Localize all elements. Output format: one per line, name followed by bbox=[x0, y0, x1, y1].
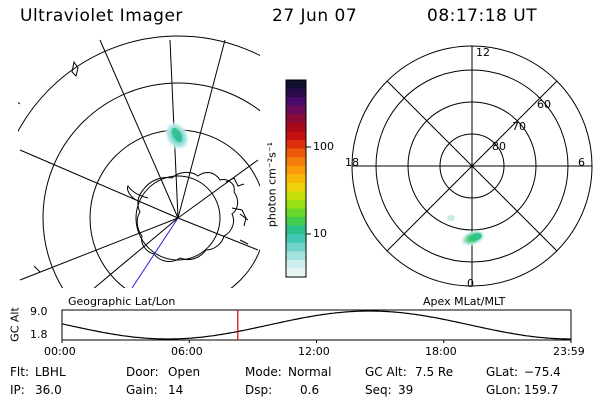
geo-meridian bbox=[19, 149, 179, 219]
apex-aurora-speck bbox=[447, 215, 455, 221]
geo-aurora-blob-core bbox=[171, 127, 183, 143]
colorbar-swatch bbox=[286, 122, 306, 132]
coast-fragment bbox=[239, 213, 249, 221]
colorbar-swatch bbox=[286, 131, 306, 141]
footprint-track bbox=[131, 217, 179, 289]
mlt-label-6: 6 bbox=[578, 156, 585, 169]
strip-xtick-label: 18:00 bbox=[425, 345, 457, 358]
strip-xticks bbox=[61, 340, 572, 343]
colorbar bbox=[286, 80, 306, 278]
colorbar-tick-label-100: 100 bbox=[313, 140, 334, 153]
strip-xtick-label: 23:59 bbox=[553, 345, 585, 358]
coast-fragment bbox=[231, 207, 247, 227]
colorbar-swatch bbox=[286, 174, 306, 184]
filter-value: LBHL bbox=[35, 365, 66, 379]
altitude-curve bbox=[61, 310, 571, 340]
dsp-label: Dsp: bbox=[245, 383, 273, 397]
colorbar-frame bbox=[285, 79, 307, 278]
ip-value: 36.0 bbox=[35, 383, 62, 397]
altitude-strip-frame bbox=[61, 309, 572, 341]
coast-fragment bbox=[71, 60, 79, 77]
door-label: Door: bbox=[126, 365, 159, 379]
colorbar-swatch bbox=[286, 225, 306, 235]
apex-panel-caption: Apex MLat/MLT bbox=[423, 295, 506, 308]
apex-polar-plot bbox=[351, 45, 593, 287]
date-label: 27 Jun 07 bbox=[272, 6, 358, 26]
strip-xtick-label: 00:00 bbox=[44, 345, 76, 358]
colorbar-swatch bbox=[286, 139, 306, 150]
colorbar-unit-label: photon cm⁻²s⁻¹ bbox=[265, 141, 279, 228]
mlt-label-18: 18 bbox=[345, 156, 359, 169]
colorbar-swatch bbox=[286, 234, 306, 244]
mode-value: Normal bbox=[288, 365, 332, 379]
colorbar-swatch bbox=[286, 251, 306, 261]
filter-label: Flt: bbox=[10, 365, 29, 379]
apex-mlt-line bbox=[386, 80, 558, 252]
colorbar-swatch bbox=[286, 259, 306, 270]
instrument-title: Ultraviolet Imager bbox=[20, 6, 183, 26]
gcalt-value: 7.5 Re bbox=[415, 365, 454, 379]
coast-fragment bbox=[239, 239, 249, 245]
geo-lat-circle bbox=[135, 175, 221, 261]
strip-xtick-label: 12:00 bbox=[298, 345, 330, 358]
antarctica-coastline bbox=[136, 171, 239, 262]
mlt-label-12: 12 bbox=[476, 46, 490, 59]
ip-label: IP: bbox=[10, 383, 25, 397]
coast-fragment bbox=[225, 177, 245, 187]
colorbar-swatch bbox=[286, 88, 306, 98]
colorbar-swatch bbox=[286, 242, 306, 252]
seq-value: 39 bbox=[398, 383, 414, 397]
geo-meridian bbox=[19, 217, 179, 281]
colorbar-swatch bbox=[286, 148, 306, 158]
colorbar-swatch bbox=[286, 268, 306, 278]
geo-meridian bbox=[177, 159, 259, 219]
mode-label: Mode: bbox=[245, 365, 282, 379]
geo-lat-circle bbox=[18, 35, 260, 133]
colorbar-swatch bbox=[286, 191, 306, 201]
gain-label: Gain: bbox=[126, 383, 158, 397]
dsp-value: 0.6 bbox=[300, 383, 320, 397]
colorbar-swatch bbox=[286, 182, 306, 192]
geo-lat-circle bbox=[42, 82, 260, 288]
colorbar-tick-label-10: 10 bbox=[313, 227, 327, 240]
mlat-label-80: 80 bbox=[492, 140, 506, 153]
gcalt-label: GC Alt: bbox=[365, 365, 407, 379]
geo-panel-caption: Geographic Lat/Lon bbox=[68, 295, 176, 308]
antarctic-peninsula bbox=[127, 185, 149, 201]
time-label: 08:17:18 UT bbox=[427, 6, 538, 26]
colorbar-swatch bbox=[286, 157, 306, 167]
colorbar-swatch bbox=[286, 165, 306, 175]
strip-xtick-label: 06:00 bbox=[171, 345, 203, 358]
mlat-label-70: 70 bbox=[512, 120, 526, 133]
colorbar-swatch bbox=[286, 114, 306, 124]
geographic-map bbox=[18, 35, 260, 288]
mlt-label-0: 0 bbox=[467, 277, 474, 290]
colorbar-swatch bbox=[286, 208, 306, 218]
colorbar-swatch bbox=[286, 97, 306, 107]
strip-ylabel: GC Alt bbox=[8, 307, 22, 342]
glat-value: −75.4 bbox=[524, 365, 561, 379]
glon-value: 159.7 bbox=[524, 383, 559, 397]
colorbar-swatch bbox=[286, 199, 306, 210]
gain-value: 14 bbox=[168, 383, 184, 397]
geo-meridian bbox=[99, 39, 179, 219]
strip-ytick-9: 9.0 bbox=[30, 305, 48, 318]
colorbar-swatch bbox=[286, 80, 306, 90]
strip-ytick-1.8: 1.8 bbox=[30, 328, 48, 341]
glat-label: GLat: bbox=[486, 365, 519, 379]
door-value: Open bbox=[168, 365, 201, 379]
coast-fragment bbox=[18, 102, 21, 105]
seq-label: Seq: bbox=[365, 383, 392, 397]
coast-fragment bbox=[33, 265, 41, 273]
apex-aurora-blob-core bbox=[470, 233, 482, 241]
geo-meridian bbox=[177, 217, 259, 251]
geo-meridian bbox=[93, 217, 179, 288]
colorbar-swatch bbox=[286, 105, 306, 115]
colorbar-swatch bbox=[286, 217, 306, 227]
geo-meridian bbox=[177, 39, 226, 219]
glon-label: GLon: bbox=[486, 383, 521, 397]
mlat-label-60: 60 bbox=[537, 98, 551, 111]
